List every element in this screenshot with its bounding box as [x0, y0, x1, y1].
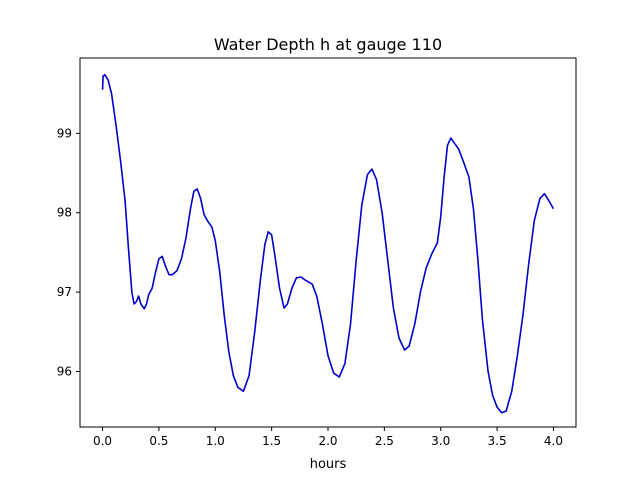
- x-tick-label: 3.5: [488, 434, 507, 448]
- chart-title: Water Depth h at gauge 110: [214, 35, 442, 54]
- plot-line-group: [101, 73, 555, 414]
- x-tick-label: 3.0: [431, 434, 450, 448]
- ticks-group: 0.0 0.5 1.0 1.5 2.0 2.5 3.0 3.5 4.0 96 97 98 99: [57, 126, 563, 448]
- y-tick-label: 98: [57, 206, 72, 220]
- series-line-0: [101, 73, 555, 414]
- y-tick-label: 97: [57, 285, 72, 299]
- y-tick-label: 96: [57, 364, 72, 378]
- x-tick-label: 1.0: [206, 434, 225, 448]
- x-axis-label: hours: [310, 457, 347, 472]
- x-tick-label: 0.0: [93, 434, 112, 448]
- plot-frame: [79, 57, 577, 428]
- x-tick-label: 2.0: [318, 434, 337, 448]
- x-tick-label: 0.5: [149, 434, 168, 448]
- x-tick-label: 2.5: [375, 434, 394, 448]
- y-tick-label: 99: [57, 126, 72, 140]
- x-tick-label: 4.0: [544, 434, 563, 448]
- x-tick-label: 1.5: [262, 434, 281, 448]
